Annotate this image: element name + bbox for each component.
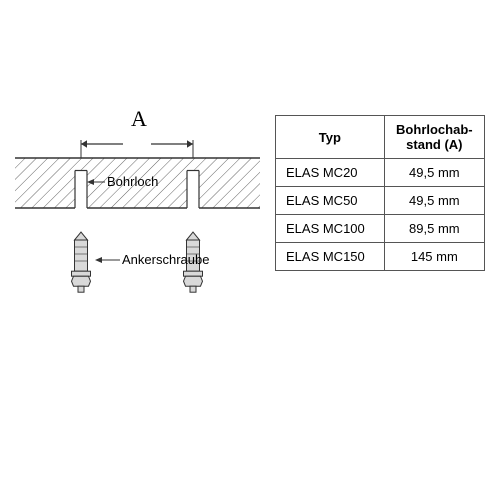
col-dist-header: Bohrlochab-stand (A) (384, 116, 484, 159)
spec-table: Typ Bohrlochab-stand (A) ELAS MC2049,5 m… (275, 115, 485, 271)
cell-dist: 49,5 mm (384, 187, 484, 215)
cell-typ: ELAS MC50 (276, 187, 385, 215)
diagram: A Bohrloch Ankerschraube (15, 100, 260, 330)
cell-dist: 49,5 mm (384, 159, 484, 187)
cell-typ: ELAS MC150 (276, 243, 385, 271)
cell-dist: 145 mm (384, 243, 484, 271)
col-typ-header: Typ (276, 116, 385, 159)
table-header-row: Typ Bohrlochab-stand (A) (276, 116, 485, 159)
table-row: ELAS MC5049,5 mm (276, 187, 485, 215)
table-row: ELAS MC2049,5 mm (276, 159, 485, 187)
anchor-label: Ankerschraube (122, 252, 209, 267)
table-row: ELAS MC150145 mm (276, 243, 485, 271)
cell-dist: 89,5 mm (384, 215, 484, 243)
cell-typ: ELAS MC100 (276, 215, 385, 243)
borehole-label: Bohrloch (107, 174, 158, 189)
dimension-letter: A (131, 106, 147, 132)
diagram-svg (15, 100, 260, 330)
cell-typ: ELAS MC20 (276, 159, 385, 187)
table-row: ELAS MC10089,5 mm (276, 215, 485, 243)
